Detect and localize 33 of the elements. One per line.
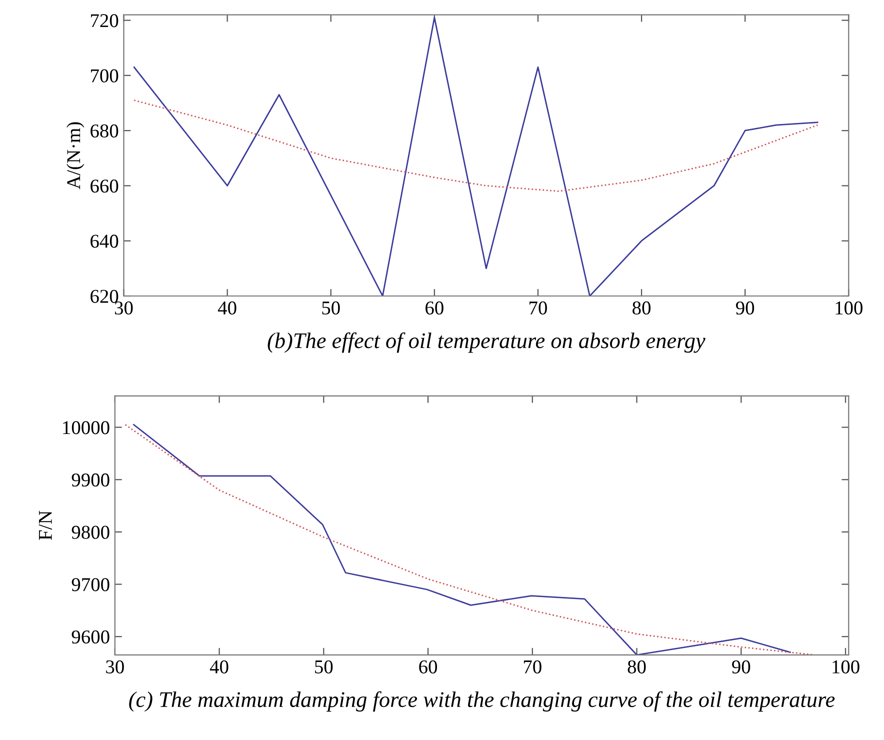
x-tick-label: 60	[419, 660, 438, 674]
x-tick-label: 90	[732, 660, 750, 674]
line-series	[133, 100, 818, 192]
y-tick-label: 680	[90, 124, 118, 138]
x-tick-label: 40	[210, 660, 228, 674]
x-tick-label: 70	[530, 301, 547, 315]
text: (b)The effect of oil temperature on absorb energy	[268, 332, 706, 353]
x-tick-label: 90	[736, 301, 754, 315]
y-tick-label: 660	[90, 180, 118, 193]
x-tick-label: 30	[106, 660, 124, 674]
y-axis-title: A/(N·m)	[66, 122, 84, 190]
x-tick-label: 40	[218, 301, 236, 315]
x-tick-label: 100	[836, 301, 862, 315]
x-tick-label: 60	[426, 301, 444, 315]
y-tick-label: 9600	[72, 630, 110, 644]
y-tick-label: 640	[90, 234, 118, 248]
y-tick-label: 9700	[72, 578, 110, 592]
y-tick-label: 720	[91, 14, 118, 28]
y-tick-label: 700	[91, 69, 118, 82]
y-tick-label: 10000	[63, 421, 110, 434]
y-tick-label: 9800	[72, 526, 110, 539]
x-tick-label: 30	[114, 301, 133, 315]
x-tick-label: 80	[632, 301, 651, 315]
x-tick-label: 70	[524, 660, 542, 674]
y-tick-label: 9900	[72, 473, 110, 487]
line-series	[133, 16, 818, 296]
y-tick-label: 620	[90, 290, 118, 303]
x-tick-label: 50	[322, 301, 340, 315]
x-tick-label: 50	[315, 660, 333, 674]
x-tick-label: 80	[628, 660, 646, 674]
text: (c) The maximum damping force with the changing curve of the oil temperature	[129, 691, 835, 712]
y-axis-title: F/N	[38, 510, 52, 540]
x-tick-label: 100	[832, 660, 860, 674]
